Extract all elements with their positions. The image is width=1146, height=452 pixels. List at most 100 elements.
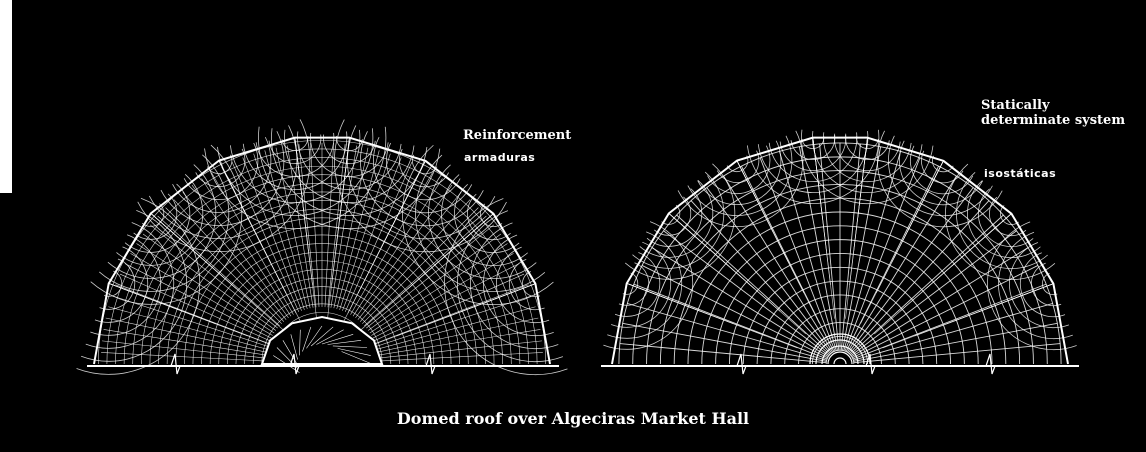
mesh-meridian (182, 191, 287, 320)
mesh-meridian (115, 284, 269, 344)
mesh-meridian (102, 340, 266, 359)
mesh-meridian (355, 184, 453, 319)
reinforcement-dome-outline (93, 136, 551, 365)
mesh-meridian (371, 253, 514, 336)
mesh-meridian (375, 284, 529, 344)
dome-polygon (93, 136, 551, 365)
opening-lattice (310, 326, 334, 347)
mesh-meridian (149, 224, 278, 329)
opening-lattice (302, 326, 312, 352)
mesh-meridian (130, 253, 273, 336)
mesh-meridian (373, 273, 525, 342)
vertex-fan (148, 125, 298, 239)
mesh-meridian (641, 265, 828, 359)
mesh-meridian (633, 283, 828, 360)
mesh-meridian (264, 150, 308, 310)
central-opening (260, 315, 384, 365)
vertex-fan (360, 131, 484, 227)
isostatic-diagram (601, 129, 1079, 375)
vertex-ray (404, 160, 426, 202)
ground-tick (425, 353, 436, 375)
isostaticas-label: isostáticas (984, 167, 1057, 180)
mesh-meridian (287, 145, 314, 308)
mesh-meridian (377, 317, 539, 353)
mesh-meridian (357, 191, 462, 320)
center-ring (815, 339, 865, 365)
mesh-meridian (366, 224, 495, 329)
mesh-meridian (842, 146, 882, 351)
vertex-fan (107, 164, 217, 279)
mesh-meridian (849, 214, 1004, 356)
left-edge-strip (0, 0, 12, 193)
opening-lattice (337, 348, 371, 356)
mesh-meridian (105, 317, 267, 353)
vertex-ray (736, 160, 758, 202)
opening-lattice (332, 345, 368, 348)
mesh-meridian (119, 273, 271, 342)
mesh-meridian (651, 247, 829, 358)
mesh-meridian (851, 247, 1029, 358)
mesh-meridian (330, 145, 357, 308)
vertex-ray (861, 137, 868, 183)
center-ring (809, 333, 871, 365)
vertex-ray (1010, 283, 1054, 301)
mesh-meridian (362, 207, 479, 324)
mesh-meridian (853, 303, 1053, 361)
reinforcement-diagram (76, 119, 568, 376)
vertex-fan (624, 163, 735, 280)
mesh-meridian (327, 144, 346, 308)
mesh-meridian (378, 340, 542, 359)
mesh-meridian (676, 214, 831, 356)
mesh-meridian (619, 343, 827, 364)
mesh-meridian (298, 144, 317, 308)
vertex-ray (343, 137, 350, 183)
determinate-system-label: determinate system (981, 113, 1126, 128)
ground-tick (865, 353, 876, 375)
ground-tick (736, 353, 747, 375)
vertex-ray (458, 213, 494, 244)
mesh-meridian (723, 175, 834, 353)
opening-lattice (306, 325, 323, 349)
mesh-meridian (627, 303, 827, 361)
mesh-meridian (779, 151, 837, 351)
mesh-meridian (103, 329, 266, 356)
mesh-meridian (344, 161, 413, 313)
center-ring (821, 345, 859, 365)
mesh-meridian (157, 215, 280, 327)
mesh-meridian (378, 329, 541, 356)
vertex-ray (150, 213, 186, 244)
reinforcement-mesh (76, 119, 568, 376)
mesh-meridian (846, 175, 957, 353)
mesh-meridian (350, 172, 433, 315)
vertex-ray (922, 160, 944, 202)
armaduras-label: armaduras (464, 151, 536, 164)
mesh-meridian (336, 150, 380, 310)
vertex-ray (492, 283, 536, 301)
mesh-meridian (819, 143, 840, 351)
mesh-meridian (378, 352, 543, 362)
mesh-meridian (852, 283, 1047, 360)
vertex-fan (428, 164, 537, 280)
opening-lattice (316, 329, 344, 345)
vertex-ray (812, 137, 819, 183)
vertex-ray (108, 283, 152, 300)
isostatic-base-line (601, 353, 1079, 375)
mesh-meridian (231, 161, 300, 313)
mesh-meridian (690, 200, 832, 355)
mesh-meridian (101, 352, 266, 362)
mesh-meridian (852, 265, 1039, 359)
mesh-meridian (136, 243, 275, 334)
mesh-meridian (310, 143, 320, 308)
statically-label: Statically (981, 98, 1050, 113)
mesh-meridian (364, 215, 487, 327)
mesh-meridian (324, 143, 334, 308)
mesh-meridian (848, 200, 990, 355)
mesh-meridian (840, 143, 861, 351)
mesh-meridian (339, 153, 391, 310)
isostatic-mesh (603, 129, 1077, 365)
opening-lattice (290, 334, 298, 360)
vertex-ray (294, 137, 301, 183)
ground-tick (289, 353, 300, 375)
mesh-meridian (111, 295, 268, 347)
